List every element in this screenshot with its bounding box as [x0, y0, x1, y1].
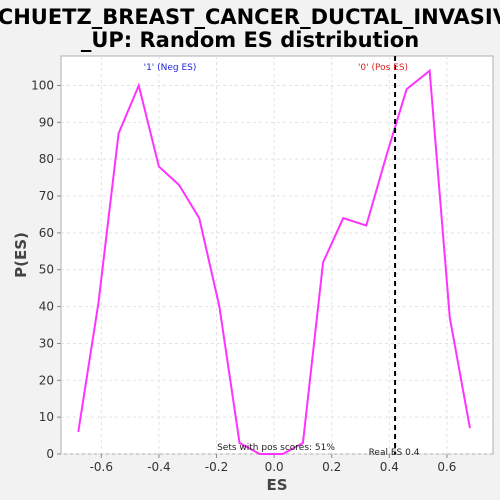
grid-lines — [61, 56, 493, 455]
y-tick-label: 20 — [39, 373, 54, 387]
y-tick-label: 90 — [39, 115, 54, 129]
y-tick-label: 50 — [39, 263, 54, 277]
y-tick-label: 60 — [39, 226, 54, 240]
y-tick-label: 40 — [39, 300, 54, 314]
x-tick-label: 0.0 — [265, 460, 284, 474]
y-tick-label: 10 — [39, 410, 54, 424]
pos-fraction-annotation: Sets with pos scores: 51% — [217, 443, 335, 453]
x-tick-label: -0.2 — [205, 460, 228, 474]
x-axis-ticks: -0.6 -0.4 -0.2 0.0 0.2 0.4 0.6 — [90, 454, 456, 474]
chart-title-line-2: _UP: Random ES distribution — [81, 28, 419, 52]
y-axis-label: P(ES) — [12, 232, 30, 278]
x-tick-label: 0.2 — [322, 460, 341, 474]
y-tick-label: 30 — [39, 336, 54, 350]
neg-es-label: '1' (Neg ES) — [144, 63, 197, 73]
random-es-series-line — [77, 68, 471, 455]
x-tick-label: -0.4 — [147, 460, 170, 474]
y-tick-label: 70 — [39, 189, 54, 203]
x-tick-label: -0.6 — [90, 460, 113, 474]
x-tick-label: 0.4 — [380, 460, 399, 474]
x-tick-label: 0.6 — [437, 460, 456, 474]
y-axis-ticks: 0 10 20 30 40 50 60 70 80 90 100 — [31, 78, 61, 461]
y-tick-label: 0 — [46, 447, 54, 461]
real-es-label: Real ES 0.4 — [369, 448, 420, 458]
pos-es-label: '0' (Pos ES) — [358, 63, 408, 73]
y-tick-label: 100 — [31, 78, 54, 92]
chart-title-line-1: SCHUETZ_BREAST_CANCER_DUCTAL_INVASIVE — [0, 5, 500, 29]
y-tick-label: 80 — [39, 152, 54, 166]
x-axis-label: ES — [266, 476, 287, 494]
